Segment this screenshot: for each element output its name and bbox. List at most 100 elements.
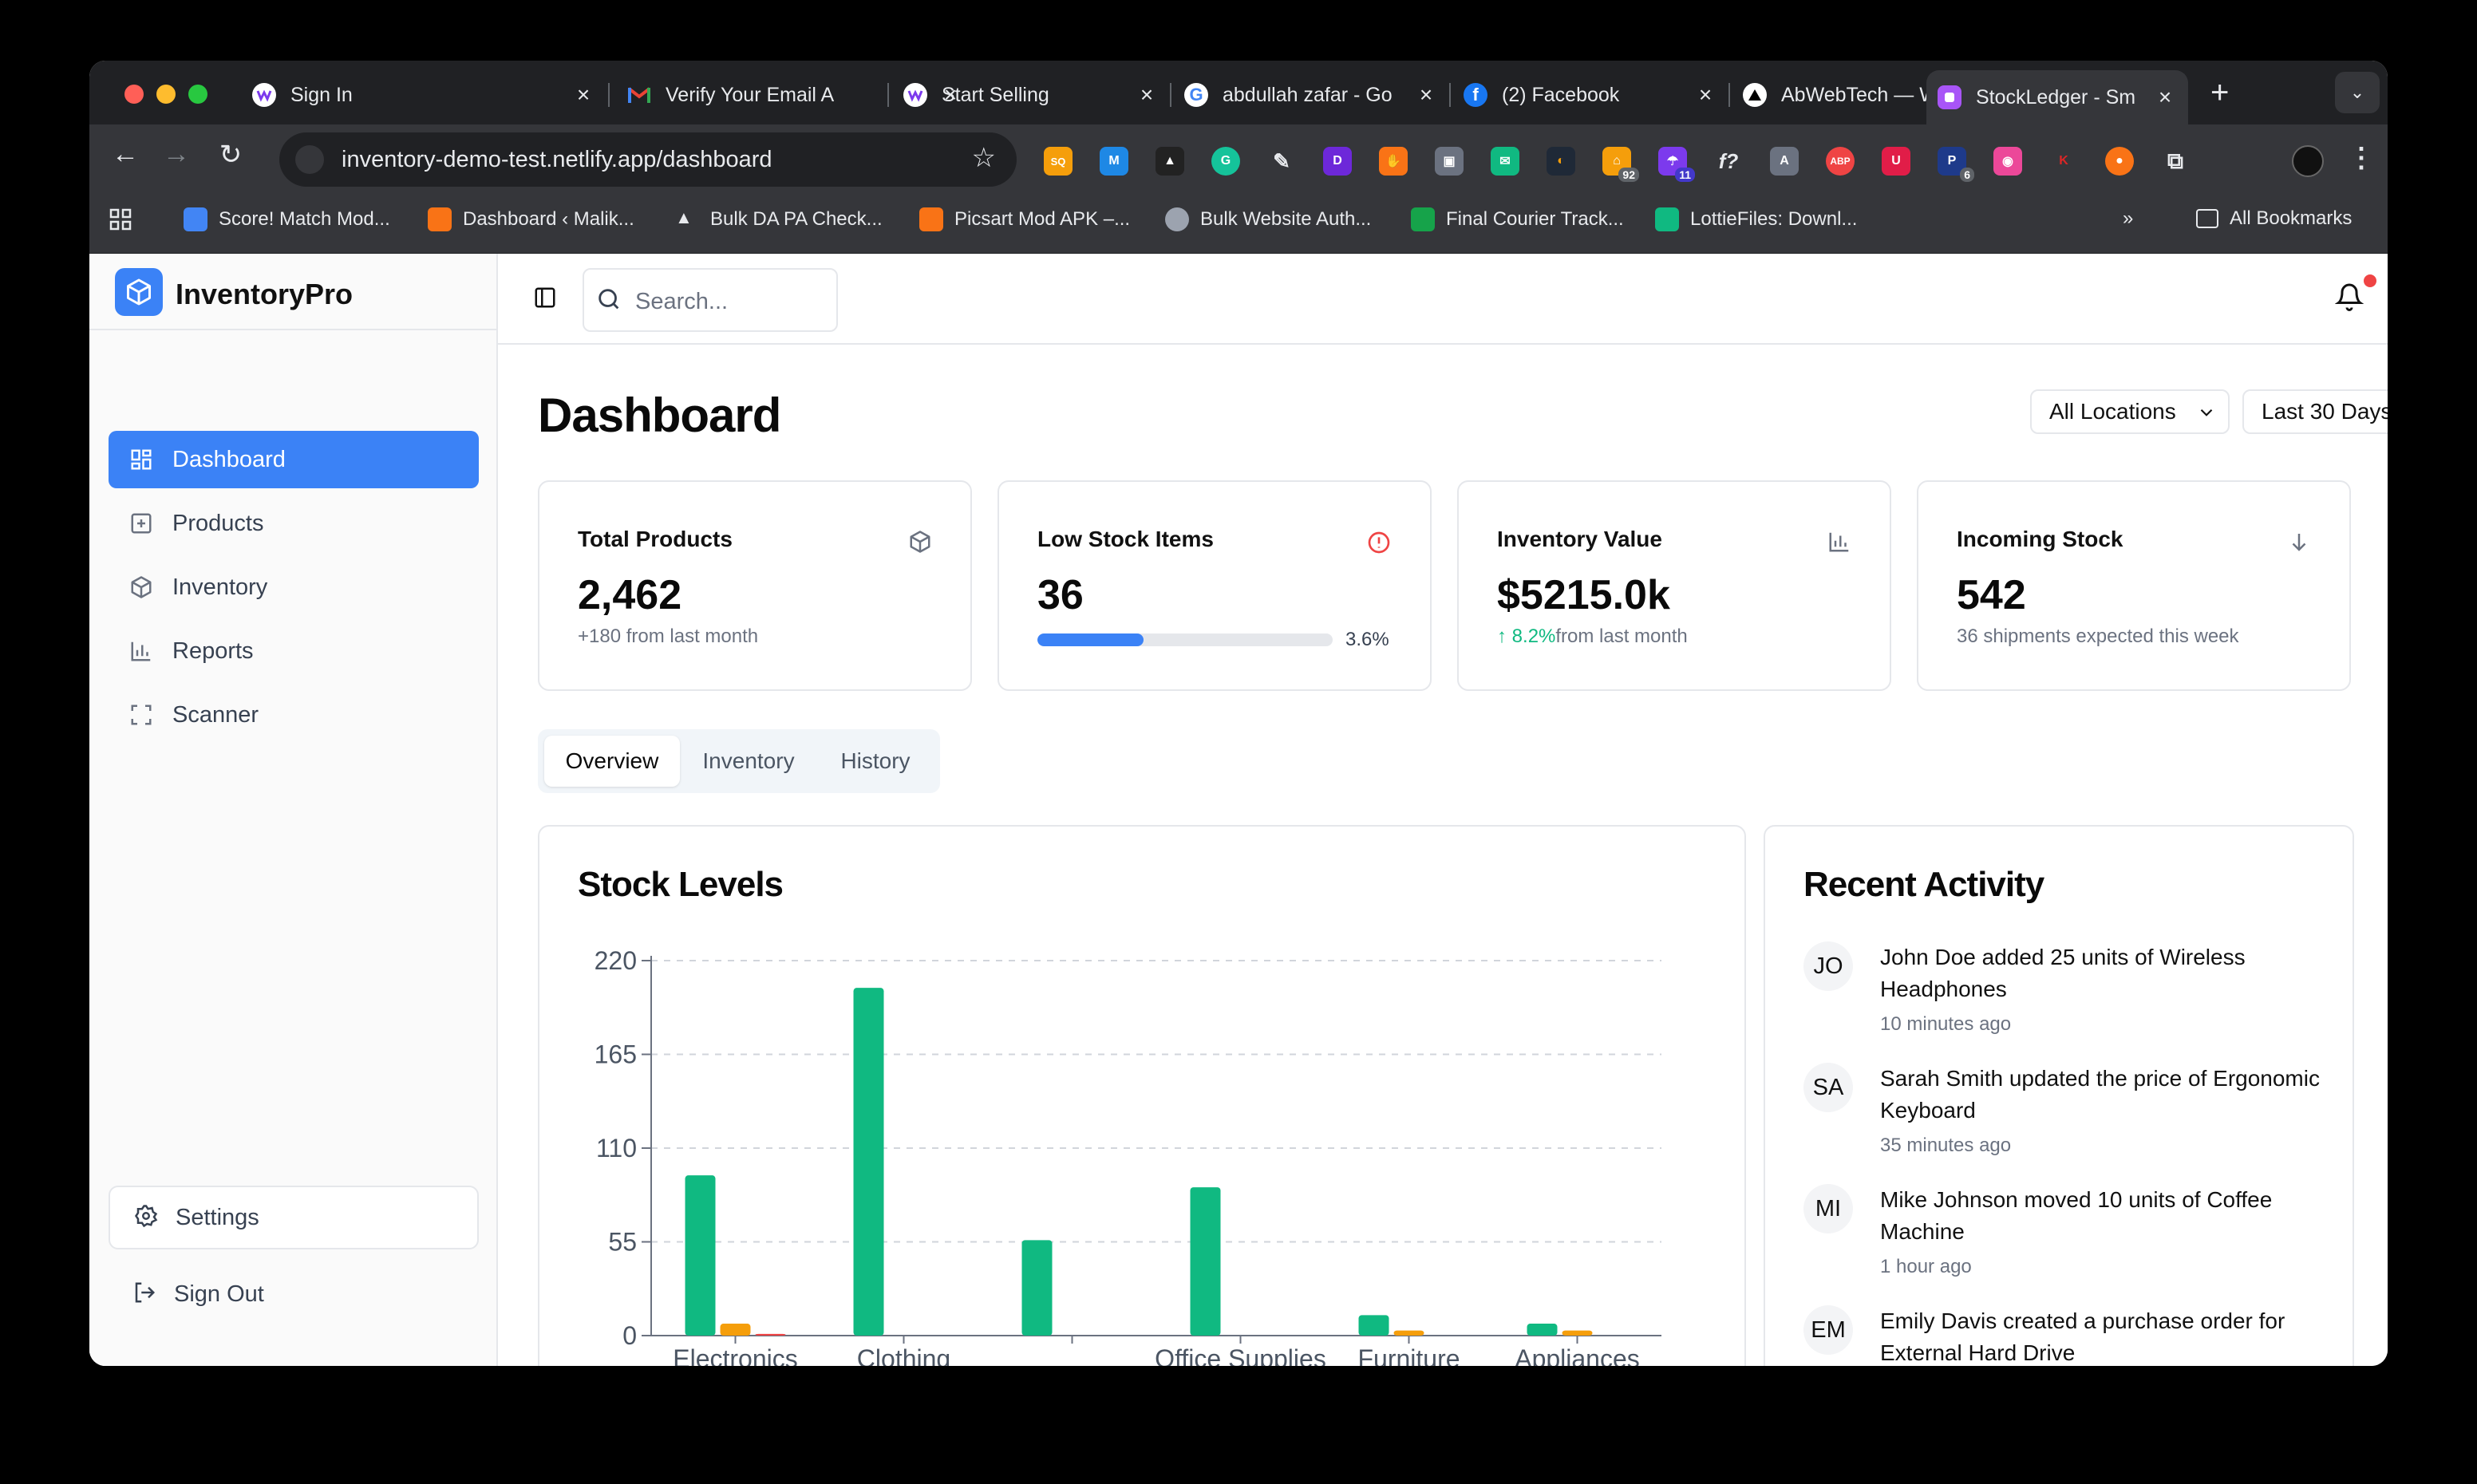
stock-levels-card: Stock Levels 0 55 110 165 220 Electronics Clot… (538, 825, 1746, 1366)
puzzle-icon[interactable]: ⧉ (2167, 148, 2183, 173)
sidebar-item-reports[interactable]: Reports (109, 622, 479, 680)
extension-icon[interactable]: ☂ 11 (1658, 147, 1695, 182)
bookmark-item[interactable]: Score! Match Mod... (184, 207, 390, 231)
sidebar-toggle-icon[interactable] (533, 286, 557, 314)
bookmark-star-icon[interactable]: ☆ (971, 143, 996, 173)
apps-grid-icon[interactable] (109, 207, 132, 231)
activity-time: 1 hour ago (1880, 1256, 1972, 1277)
tab-title: abdullah zafar - Go (1223, 83, 1393, 106)
reload-button[interactable]: ↻ (211, 139, 251, 171)
extension-icon[interactable]: ◉ (1993, 147, 2022, 176)
bookmark-item[interactable]: Final Courier Track... (1411, 207, 1624, 231)
search-icon (595, 286, 622, 317)
browser-tab[interactable]: Verify Your Email A × (627, 69, 962, 121)
chart-bar (1358, 1315, 1389, 1336)
stat-card-incoming-stock: Incoming Stock 542 36 shipments expected… (1917, 480, 2351, 691)
tab-close-button[interactable]: × (943, 82, 958, 107)
browser-tab[interactable]: f (2) Facebook × (1464, 69, 1717, 121)
extension-icon[interactable]: ✋ (1379, 147, 1408, 176)
activity-message: Sarah Smith updated the price of Ergonom… (1880, 1066, 2320, 1123)
arrow-right-icon: → (163, 139, 190, 169)
tab-close-button[interactable]: × (1419, 82, 1433, 107)
settings-button[interactable]: Settings (109, 1186, 479, 1249)
browser-tab[interactable]: Start Selling × (903, 69, 1159, 121)
address-bar[interactable]: inventory-demo-test.netlify.app/dashboar… (279, 132, 1017, 187)
extension-icon[interactable]: A (1770, 147, 1799, 176)
tab-inventory[interactable]: Inventory (702, 748, 795, 773)
sidebar-item-inventory[interactable]: Inventory (109, 558, 479, 616)
tab-history[interactable]: History (840, 748, 911, 773)
extension-icon[interactable]: ◐ (1547, 147, 1575, 176)
sidebar-item-dashboard[interactable]: Dashboard (109, 431, 479, 488)
extension-badge: 92 (1618, 168, 1639, 182)
url-text[interactable]: inventory-demo-test.netlify.app/dashboar… (342, 147, 772, 172)
new-tab-button[interactable]: + (2210, 75, 2230, 110)
site-info-icon[interactable] (295, 145, 324, 174)
browser-tab-active[interactable]: StockLedger - Sm × (1926, 70, 2188, 124)
card-subtext: +180 from last month (578, 626, 759, 647)
cookie-icon[interactable]: ● (2105, 147, 2134, 176)
progress-label: 3.6% (1345, 629, 1389, 650)
window-controls (124, 85, 207, 104)
browser-tab[interactable]: G abdullah zafar - Go × (1184, 69, 1438, 121)
extension-icon[interactable]: ⌂ 92 (1602, 147, 1639, 182)
gear-icon (134, 1204, 158, 1232)
eyedropper-icon[interactable]: ✎ (1273, 148, 1290, 173)
sign-out-button[interactable]: Sign Out (109, 1262, 479, 1326)
extension-icon[interactable]: M (1100, 147, 1128, 176)
adblock-icon[interactable]: ABP (1826, 147, 1855, 176)
bell-icon[interactable] (2334, 282, 2364, 315)
brand[interactable]: InventoryPro (89, 254, 496, 330)
bar-chart-icon (1827, 530, 1851, 558)
tab-title: Start Selling (942, 83, 1049, 106)
bookmark-item[interactable]: Bulk Website Auth... (1165, 207, 1371, 231)
sidebar-item-scanner[interactable]: Scanner (109, 686, 479, 744)
forward-button[interactable]: → (156, 139, 196, 170)
back-button[interactable]: ← (105, 139, 145, 170)
sidebar-item-products[interactable]: Products (109, 495, 479, 552)
tab-close-button[interactable]: × (576, 82, 591, 107)
brand-name: InventoryPro (176, 278, 354, 310)
date-range-select[interactable]: Last 30 Days (2242, 389, 2388, 434)
card-subtext: 36 shipments expected this week (1957, 626, 2239, 647)
tab-title: (2) Facebook (1502, 83, 1620, 106)
profile-avatar[interactable] (2292, 145, 2324, 177)
extension-icon[interactable]: f? (1718, 148, 1739, 173)
bookmark-item[interactable]: Dashboard ‹ Malik... (428, 207, 634, 231)
all-bookmarks-button[interactable]: All Bookmarks (2196, 207, 2352, 230)
progress-fill (1037, 633, 1144, 646)
extension-icon[interactable]: K (2059, 154, 2068, 168)
tab-close-button[interactable]: × (1140, 82, 1154, 107)
extension-icon[interactable]: ▣ (1435, 147, 1464, 176)
grammarly-icon[interactable]: G (1211, 147, 1240, 176)
bookmark-item[interactable]: LottieFiles: Downl... (1655, 207, 1857, 231)
stat-card-low-stock: Low Stock Items 36 3.6% (998, 480, 1432, 691)
ublock-icon[interactable]: U (1882, 147, 1910, 176)
extension-icon[interactable]: ✉ (1491, 147, 1519, 176)
tab-search-button[interactable]: ⌄ (2335, 72, 2380, 113)
tab-close-button[interactable]: × (2158, 85, 2172, 109)
chevron-down-icon: ⌄ (2349, 82, 2365, 102)
card-value: 2,462 (578, 572, 682, 618)
extension-icon[interactable]: SQ (1044, 147, 1073, 176)
close-window-button[interactable] (124, 85, 144, 104)
y-tick-label: 0 (622, 1321, 637, 1350)
extension-icon[interactable]: ▲ (1156, 147, 1184, 176)
bookmark-item[interactable]: Picsart Mod APK –... (919, 207, 1130, 231)
search-input[interactable]: Search... (583, 268, 838, 332)
zoom-window-button[interactable] (188, 85, 207, 104)
browser-tab[interactable]: Sign In × (252, 69, 595, 121)
minimize-window-button[interactable] (156, 85, 176, 104)
tab-overview[interactable]: Overview (544, 736, 680, 787)
more-menu-icon[interactable]: ⋮ (2348, 143, 2375, 173)
browser-toolbar: ← → ↻ inventory-demo-test.netlify.app/da… (89, 124, 2388, 193)
extension-icon[interactable]: D (1323, 147, 1352, 176)
bookmark-item[interactable]: ▲ Bulk DA PA Check... (675, 207, 883, 230)
location-select[interactable]: All Locations (2030, 389, 2230, 434)
main-content: Dashboard All Locations Last 30 Days Tot… (498, 346, 2388, 1366)
sign-out-icon (132, 1281, 156, 1308)
y-tick-label: 55 (608, 1228, 637, 1257)
bookmarks-overflow-button[interactable]: » (2123, 207, 2134, 229)
tab-close-button[interactable]: × (1698, 82, 1713, 107)
